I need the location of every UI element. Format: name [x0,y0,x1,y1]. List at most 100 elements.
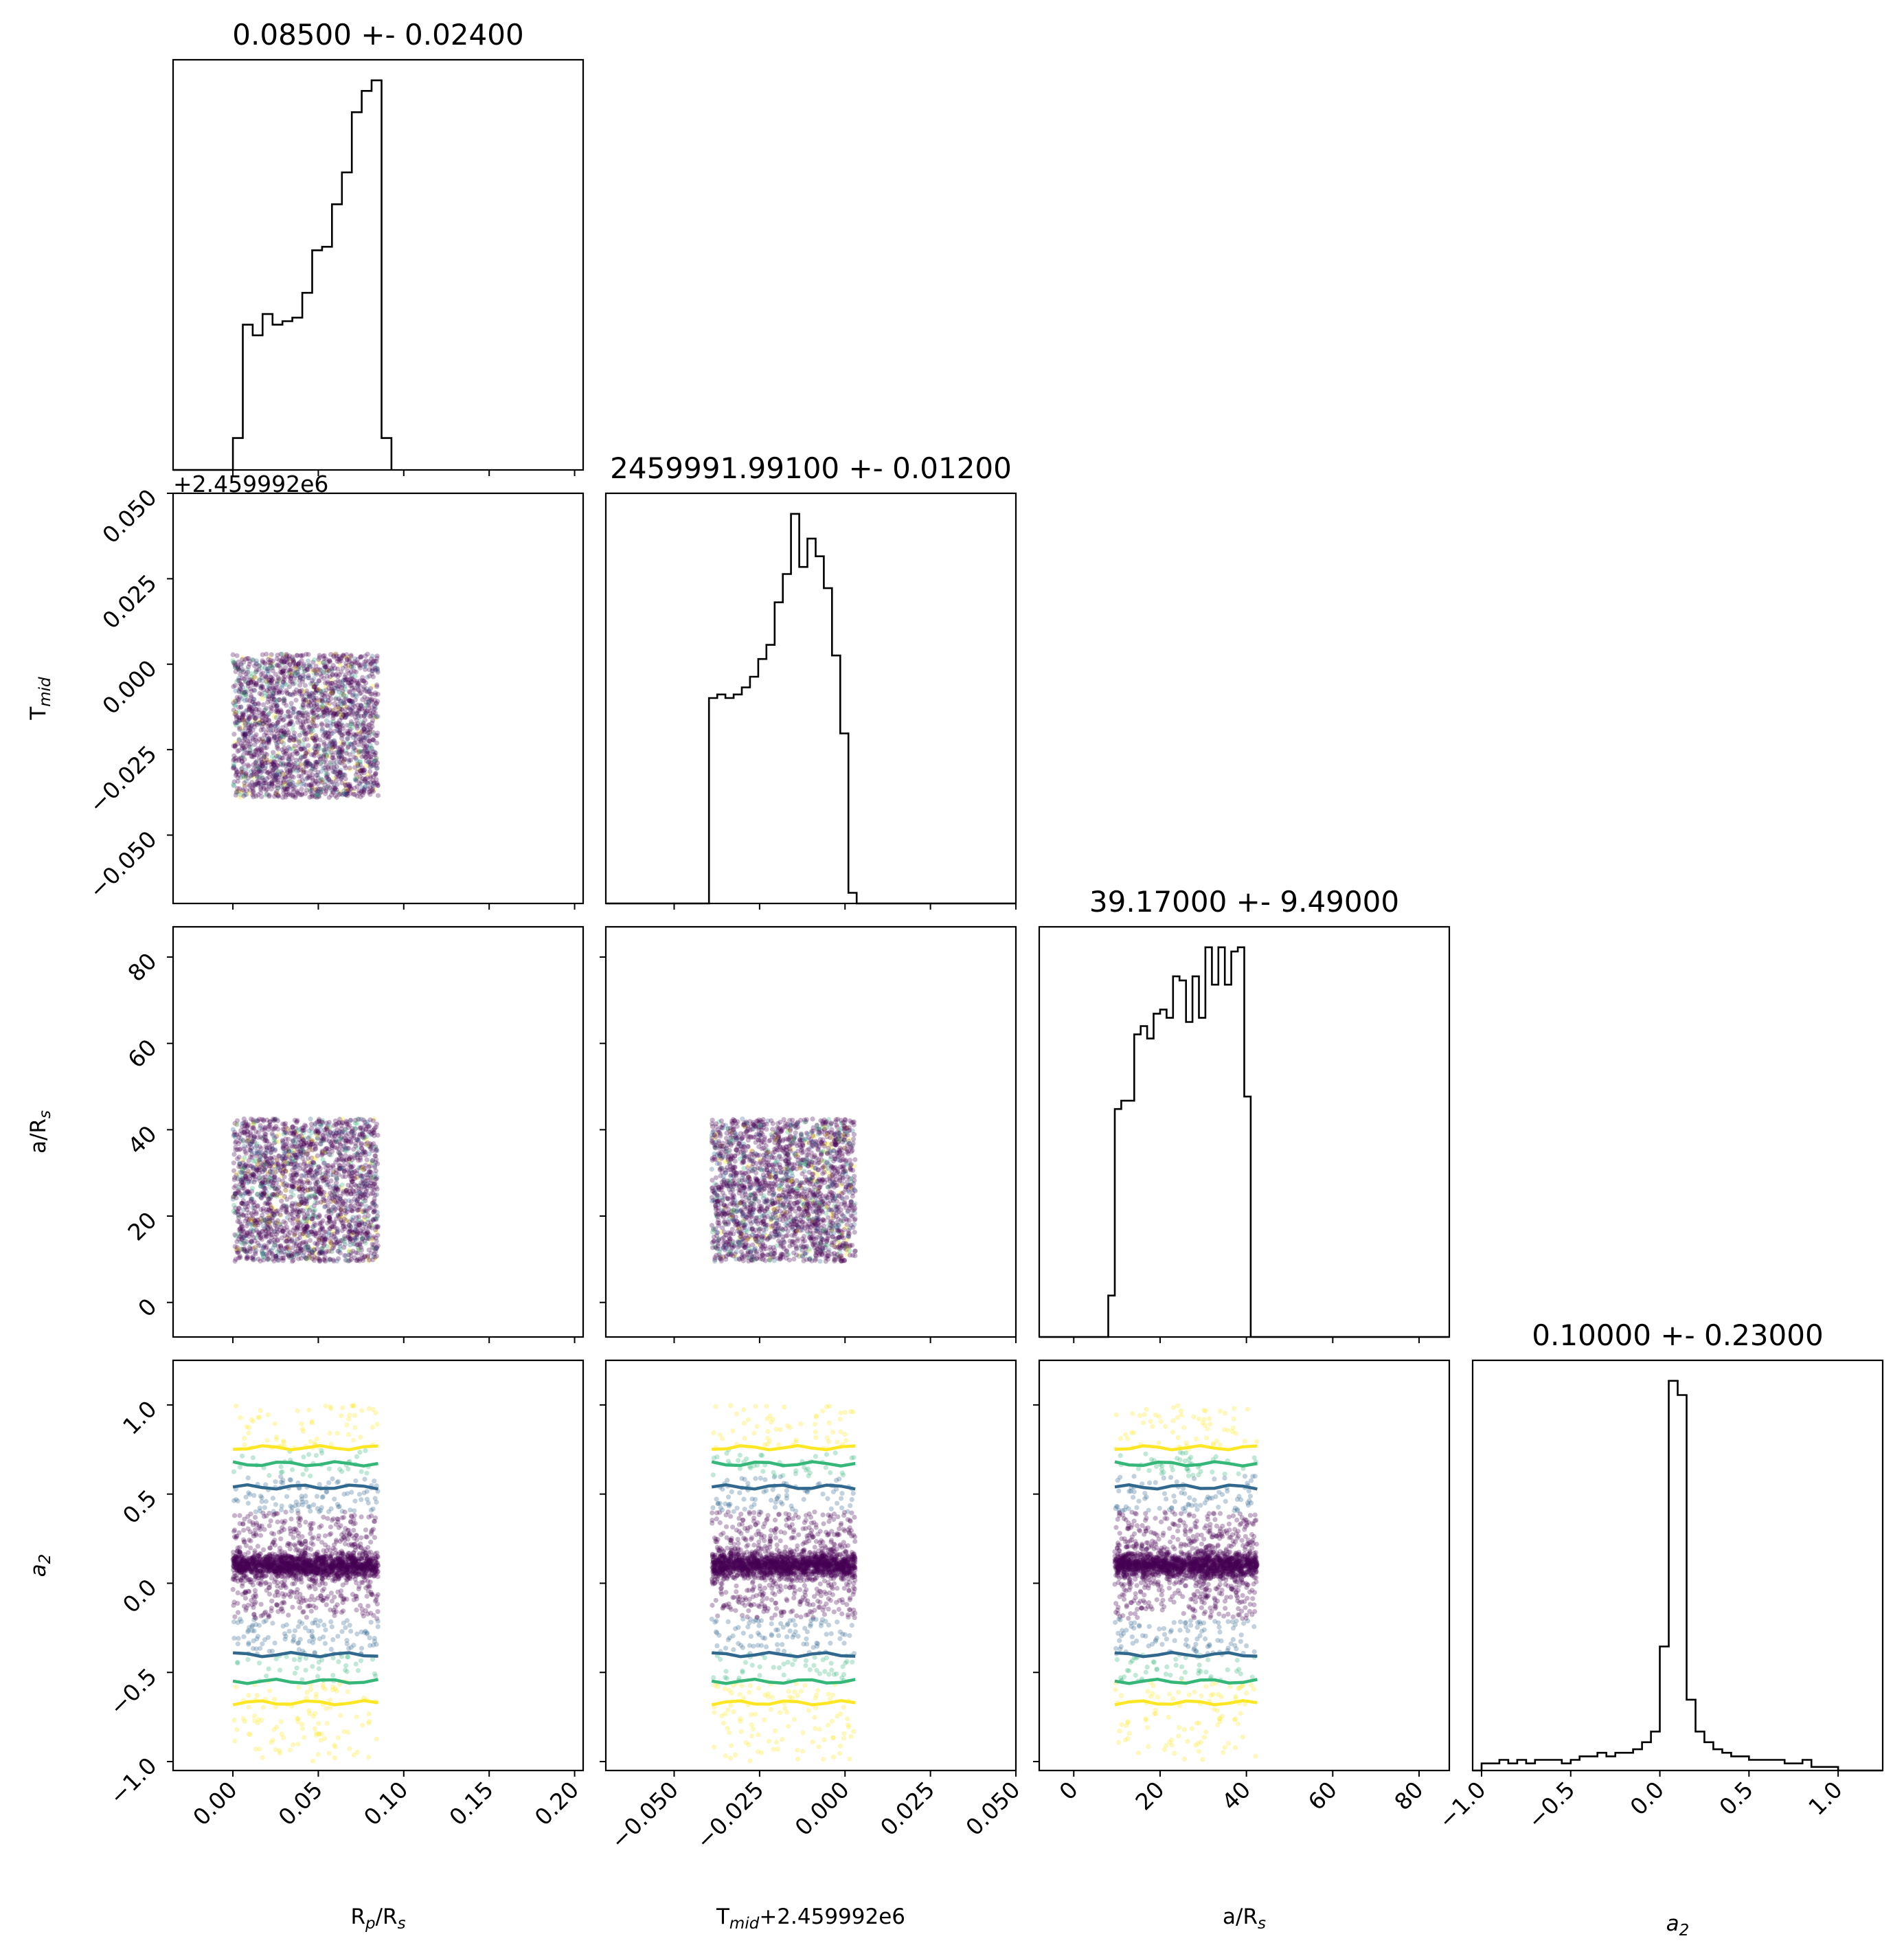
sample-point [298,1246,304,1252]
sample-point [345,745,351,750]
sample-point [313,750,318,755]
sample-point [354,723,360,729]
sample-point [236,1164,242,1169]
sample-point [240,715,245,721]
sample-point [361,770,367,776]
sample-point [761,1227,767,1233]
sample-point [247,658,253,664]
sample-point [299,1173,304,1178]
sample-point [261,1181,267,1187]
sample-point [363,1230,369,1237]
sample-point [233,1183,238,1189]
sample-point [284,1158,289,1164]
sample-point [337,1167,343,1172]
sample-point [329,668,335,673]
sample-point [367,791,373,797]
sample-point [299,658,304,664]
sample-point [349,1217,354,1222]
sample-point [249,1179,254,1184]
sample-point [320,1178,326,1184]
sample-point [335,684,341,689]
sample-point [325,754,330,759]
sample-point [778,1195,784,1201]
sample-point [328,651,334,657]
sample-point [319,706,325,711]
sample-point [267,1206,272,1212]
sample-point [728,1156,734,1162]
sample-point [321,688,326,694]
sample-point [359,770,364,776]
sample-point [372,758,378,763]
sample-point [790,1165,795,1171]
sample-point [813,1252,818,1258]
sample-point [374,1215,380,1221]
sample-point [804,1206,809,1211]
sample-point [304,651,309,657]
sample-point [326,1215,332,1220]
sample-point [236,697,241,702]
sample-point [298,1250,304,1256]
sample-point [236,1246,242,1252]
sample-point [310,763,316,769]
sample-point [335,752,341,758]
sample-point [233,662,238,668]
sample-point [809,1171,815,1177]
sample-point [319,722,325,728]
sample-point [281,1182,286,1188]
sample-point [279,683,285,688]
sample-point [284,762,289,767]
sample-point [365,1175,370,1181]
sample-point [282,1122,287,1127]
sample-point [243,689,249,695]
sample-point [296,767,302,773]
sample-point [301,1140,306,1146]
sample-point [374,1229,379,1235]
sample-point [795,1200,800,1205]
sample-point [839,1258,845,1264]
sample-point [370,1241,375,1247]
sample-point [293,1165,298,1171]
sample-point [346,657,352,662]
sample-point [829,1135,835,1140]
sample-point [245,1180,251,1186]
sample-point [253,667,260,673]
sample-point [310,776,315,781]
sample-point [850,1181,857,1187]
sample-point [791,1165,797,1171]
sample-point [374,1184,379,1190]
sample-point [233,792,238,798]
sample-point [267,686,272,691]
sample-point [261,1117,267,1123]
sample-point [295,1225,300,1230]
sample-point [244,1216,249,1222]
sample-point [286,1148,292,1154]
sample-point [777,1196,782,1202]
sample-point [302,1226,308,1231]
sample-point [262,1167,267,1173]
sample-point [260,710,266,715]
sample-point [328,1207,334,1213]
sample-point [320,1250,326,1256]
sample-point [336,1133,341,1138]
sample-point [304,760,310,766]
sample-point [356,763,361,769]
sample-point [714,1239,720,1244]
sample-point [267,794,272,799]
sample-point [787,1138,793,1143]
sample-point [244,1223,249,1228]
sample-point [356,1214,362,1219]
sample-point [357,663,363,668]
scatter-panel-1-0 [172,492,585,905]
sample-point [280,675,286,681]
sample-point [241,761,247,767]
scatter-panel-2-0 [172,925,585,1338]
sample-point [257,720,262,726]
sample-point [356,780,362,786]
sample-point [258,1163,264,1169]
sample-point [348,732,354,738]
sample-point [297,1186,302,1191]
sample-point [330,681,335,686]
sample-point [328,665,334,671]
sample-point [342,675,348,680]
sample-point [759,1235,764,1240]
